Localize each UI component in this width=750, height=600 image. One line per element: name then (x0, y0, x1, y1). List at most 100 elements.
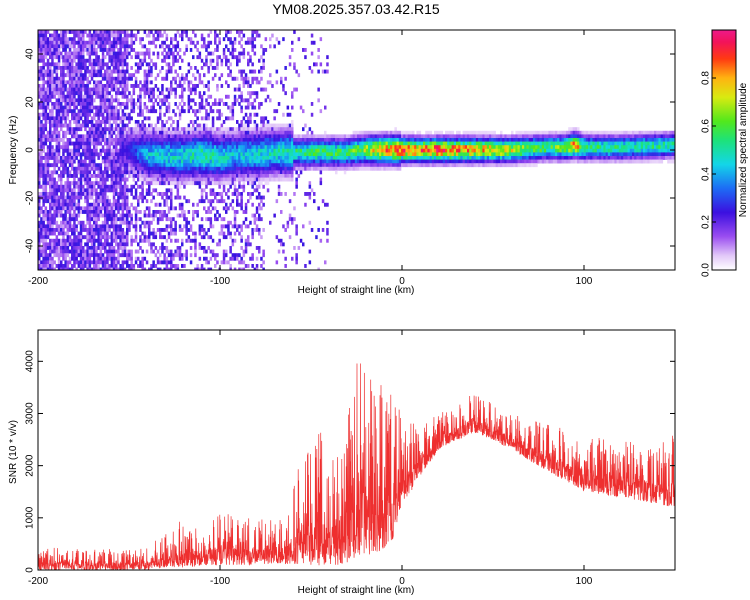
spectrogram-cell (88, 163, 92, 168)
spectrogram-cell (176, 44, 180, 49)
spectrogram-cell (229, 220, 232, 225)
spectrogram-cell (38, 134, 41, 139)
spectrogram-cell (218, 55, 221, 60)
spectrogram-cell (84, 228, 87, 232)
spectrogram-cell (95, 217, 98, 222)
spectrogram-cell (238, 192, 241, 196)
spectrogram-cell (60, 210, 63, 214)
spectrogram-cell (71, 76, 74, 81)
spectrogram-cell (251, 202, 254, 207)
spectrogram-cell (137, 199, 140, 204)
spectrogram-cell (68, 138, 72, 142)
spectrogram-cell (95, 138, 98, 142)
spectrogram-cell (170, 231, 173, 236)
spectrogram-cell (280, 127, 283, 132)
spectrogram-cell (253, 217, 257, 222)
spectrogram-cell (185, 228, 188, 232)
spectrogram-cell (216, 192, 219, 196)
spectrogram-cell (49, 152, 52, 157)
spectrogram-cell (86, 184, 89, 189)
spectrogram-cell (145, 145, 149, 150)
spectrogram-cell (282, 249, 285, 254)
spectrogram-cell (260, 256, 263, 261)
spectrogram-cell (77, 91, 81, 96)
spectrogram-cell (84, 112, 87, 117)
spectrogram-cell (143, 44, 147, 49)
spectrogram-cell (247, 58, 250, 63)
spectrogram-cell (220, 199, 224, 204)
spectrogram-cell (132, 206, 136, 211)
spectrogram-cell (139, 102, 142, 106)
spectrogram-cell (150, 199, 153, 204)
spectrogram-cell (139, 174, 142, 178)
spectrogram-cell (174, 166, 177, 171)
spectrogram-cell (134, 170, 138, 175)
spectrogram-cell (233, 130, 237, 135)
spectrogram-cell (203, 138, 206, 142)
spectrogram-cell (238, 202, 241, 207)
spectrogram-cell (71, 202, 74, 207)
spectrogram-cell (178, 138, 182, 142)
spectrogram-cell (205, 181, 208, 186)
spectrogram-cell (242, 210, 246, 214)
spectrogram-cell (123, 48, 127, 52)
spectrogram-cell (75, 66, 78, 70)
spectrogram-cell (249, 177, 252, 182)
spectrogram-cell (66, 145, 70, 150)
spectrogram-cell (106, 105, 109, 110)
spectrogram-cell (112, 141, 116, 146)
spectrogram-cell (163, 253, 166, 258)
spectrogram-cell (295, 134, 298, 139)
spectrogram-cell (137, 94, 140, 99)
spectrogram-cell (66, 91, 70, 96)
spectrogram-cell (233, 87, 237, 92)
spectrogram-cell (233, 48, 237, 52)
spectrogram-cell (178, 195, 182, 200)
spectrogram-cell (240, 184, 243, 189)
spectrogram-cell (46, 264, 50, 268)
spectrogram-cell (119, 220, 122, 225)
spectrogram-cell (260, 134, 263, 139)
spectrogram-cells (38, 30, 675, 270)
spectrogram-cell (106, 159, 109, 164)
spectrogram-cell (68, 192, 72, 196)
spectrogram-cell (75, 48, 78, 52)
spectrogram-cell (49, 163, 52, 168)
spectrogram-cell (93, 87, 96, 92)
spectrogram-cell (203, 134, 206, 139)
spectrogram-cell (123, 156, 127, 160)
spectrogram-cell (159, 253, 162, 258)
spectrogram-cell (55, 69, 59, 74)
spectrogram-cell (126, 127, 129, 132)
spectrogram-cell (249, 152, 252, 157)
spectrogram-cell (302, 152, 305, 157)
spectrogram-cell (211, 130, 215, 135)
spectrogram-cell (108, 55, 111, 60)
spectrogram-cell (159, 33, 162, 38)
spectrogram-cell (165, 213, 169, 218)
spectrogram-cell (42, 116, 45, 121)
spectrogram-cell (90, 238, 94, 243)
spectrogram-cell (117, 231, 120, 236)
spectrogram-cell (161, 213, 164, 218)
spectrogram-cell (143, 238, 147, 243)
spectrogram-cell (238, 87, 241, 92)
spectrogram-cell (233, 217, 237, 222)
spectrogram-cell (194, 102, 197, 106)
spectrogram-cell (207, 112, 210, 117)
spectrogram-cell (148, 170, 151, 175)
spectrogram-cell (251, 228, 254, 232)
spectrogram-cell (161, 177, 164, 182)
spectrogram-cell (139, 192, 142, 196)
spectrogram-cell (253, 166, 257, 171)
spectrogram-cell (170, 202, 173, 207)
spectrogram-cell (165, 33, 169, 38)
spectrogram-cell (60, 120, 63, 124)
spectrogram-cell (137, 130, 140, 135)
spectrogram-cell (174, 184, 177, 189)
spectrogram-cell (273, 152, 276, 157)
spectrogram-cell (51, 224, 54, 229)
spectrogram-cell (172, 163, 175, 168)
spectrogram-cell (84, 44, 87, 49)
spectrogram-cell (260, 181, 263, 186)
